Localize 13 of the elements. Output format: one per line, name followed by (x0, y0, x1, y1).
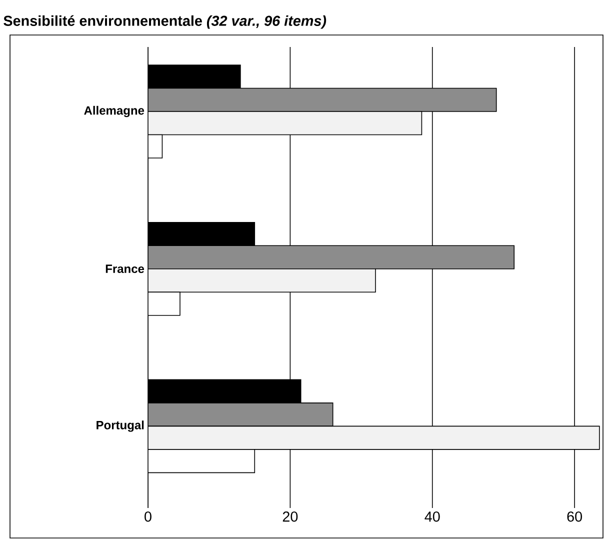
bar (148, 268, 376, 292)
bar (148, 111, 422, 136)
x-tick-label: 20 (282, 512, 298, 522)
x-tick-label: 0 (144, 512, 152, 522)
x-tick-label: 40 (424, 512, 440, 522)
bar (148, 449, 256, 474)
x-tick-label: 60 (567, 512, 582, 522)
y-tick-label: Portugal (96, 420, 144, 432)
y-tick-label: Allemagne (84, 106, 144, 118)
bar (148, 134, 163, 158)
chart-title: Sensibilité environnementale (32 var., 96 items) (4, 15, 326, 29)
bar (148, 426, 600, 450)
y-tick-label: France (106, 264, 144, 274)
